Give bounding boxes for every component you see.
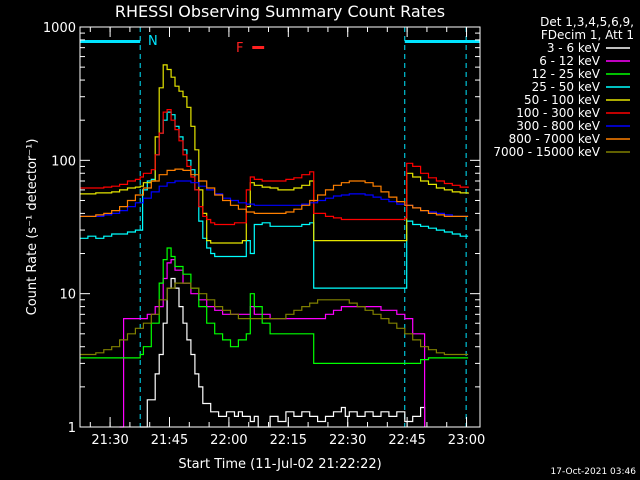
night-bar-1 [404, 40, 480, 43]
x-tick-label-2: 22:00 [210, 433, 247, 448]
legend-label-3: 25 - 50 keV [532, 80, 601, 94]
x-axis-ticks: 21:30 21:45 22:00 22:15 22:30 22:45 23:00 [89, 27, 485, 448]
x-tick-label-4: 22:30 [329, 433, 366, 448]
y-tick-label-2: 100 [51, 154, 76, 169]
annotation-f: F [236, 41, 243, 56]
x-tick-label-3: 22:15 [270, 433, 307, 448]
y-tick-label-3: 1000 [43, 21, 76, 36]
legend-label-7: 800 - 7000 keV [509, 132, 601, 146]
legend-label-8: 7000 - 15000 keV [493, 145, 600, 159]
series-line-8 [80, 282, 469, 356]
series-line-5 [80, 108, 469, 226]
legend-label-6: 300 - 800 keV [516, 119, 600, 133]
y-axis-ticks: 1 10 100 1000 [43, 21, 480, 436]
series-line-0 [140, 277, 426, 428]
annotation-n: N [148, 34, 158, 49]
legend-label-2: 12 - 25 keV [532, 67, 601, 81]
x-tick-label-1: 21:45 [151, 433, 188, 448]
flare-bar-mark [252, 46, 265, 49]
y-axis-title: Count Rate (s⁻¹ detector⁻¹) [25, 139, 40, 316]
y-tick-label-0: 1 [68, 421, 76, 436]
x-tick-label-0: 21:30 [91, 433, 128, 448]
legend-header-line-1: Det 1,3,4,5,6,9, [540, 15, 634, 29]
flare-bar [252, 46, 265, 49]
plot-frame [79, 26, 481, 428]
x-tick-label-6: 23:00 [448, 433, 485, 448]
night-bars [80, 40, 480, 43]
legend-label-1: 6 - 12 keV [539, 54, 601, 68]
chart-title: RHESSI Observing Summary Count Rates [115, 2, 445, 21]
legend-label-4: 50 - 100 keV [524, 93, 601, 107]
legend-label-5: 100 - 300 keV [516, 106, 600, 120]
x-axis-title: Start Time (11-Jul-02 21:22:22) [178, 457, 381, 472]
timestamp: 17-Oct-2021 03:46 [551, 467, 637, 477]
night-bar-0 [80, 40, 141, 43]
series-line-7 [80, 168, 469, 217]
series-lines [80, 64, 469, 428]
x-tick-label-5: 22:45 [388, 433, 425, 448]
legend-label-0: 3 - 6 keV [547, 41, 601, 55]
y-tick-label-1: 10 [59, 288, 76, 303]
night-markers [139, 27, 467, 427]
legend-header-line-2: FDecim 1, Att 1 [541, 28, 634, 42]
